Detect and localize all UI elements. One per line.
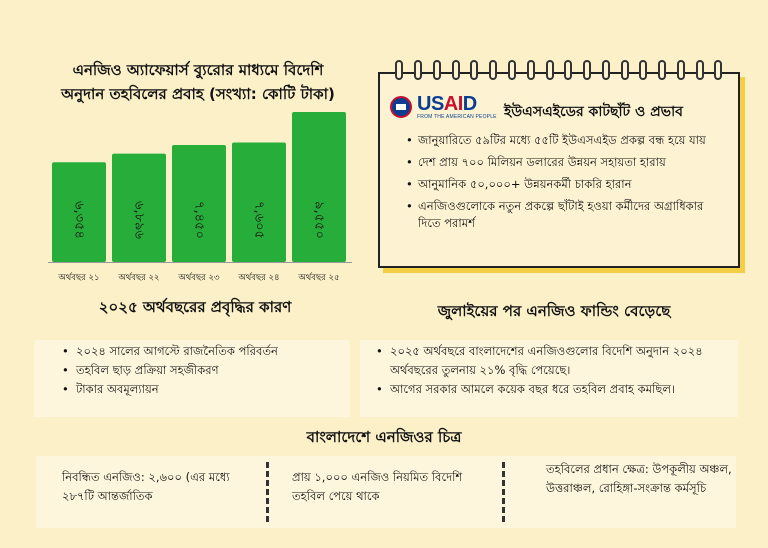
reasons-box: ২০২৪ সালের আগস্টে রাজনৈতিক পরিবর্তন তহবি… xyxy=(34,340,350,417)
bd-fact-focus-areas: তহবিলের প্রধান ক্ষেত্র: উপকূলীয় অঞ্চল, … xyxy=(546,462,732,495)
bar-2 xyxy=(112,153,166,262)
bar-5 xyxy=(292,112,346,262)
bar-value-label: ৬,৩৫৪ xyxy=(72,201,87,239)
chart-title-line2: অনুদান তহবিলের প্রবাহ (সংখ্যা: কোটি টাকা… xyxy=(61,85,335,103)
bd-fact-regular-funding: প্রায় ১,০০০ এনজিও নিয়মিত বিদেশি তহবিল … xyxy=(292,470,463,503)
usaid-logo-sub: FROM THE AMERICAN PEOPLE xyxy=(417,114,497,120)
usaid-logo: USAID FROM THE AMERICAN PEOPLE xyxy=(390,94,497,120)
x-tick-label: অর্থবছর ২২ xyxy=(117,272,160,283)
list-item: আনুমানিক ৫০,০০০+ উন্নয়নকর্মী চাকরি হারা… xyxy=(406,176,726,193)
bar-value-label: ৭,৪৫০ xyxy=(192,201,207,239)
x-tick-label: অর্থবছর ২৫ xyxy=(297,272,339,283)
bar-3 xyxy=(172,144,226,262)
list-item: আগের সরকার আমলে কয়েক বছর ধরে তহবিল প্রব… xyxy=(376,380,738,399)
x-tick-label: অর্থবছর ২৩ xyxy=(177,272,220,283)
bar-value-label: ৬,৮৯৬ xyxy=(132,201,147,239)
x-tick-label: অর্থবছর ২১ xyxy=(57,272,99,283)
bar-value-label: ৭,৬০৫ xyxy=(252,201,267,239)
usaid-title: ইউএসএইডের কাটছাঁট ও প্রভাব xyxy=(504,104,683,120)
funding-box: ২০২৫ অর্থবছরে বাংলাদেশের এনজিওগুলোর বিদে… xyxy=(360,340,738,417)
list-item: এনজিওগুলোকে নতুন প্রকল্পে ছাঁটাই হওয়া ক… xyxy=(406,198,726,232)
bar-value-label: ৯,৫৫০ xyxy=(312,201,327,239)
usaid-logo-word: USAID xyxy=(417,93,477,115)
divider xyxy=(266,462,269,522)
list-item: জানুয়ারিতে ৫৯টির মধ্যে ৫৫টি ইউএসএইড প্র… xyxy=(406,132,726,149)
bd-facts-box: নিবন্ধিত এনজিও: ২,৬০০ (এর মধ্যে ২৮৭টি আন… xyxy=(36,456,736,528)
divider xyxy=(502,462,505,522)
usaid-list: জানুয়ারিতে ৫৯টির মধ্যে ৫৫টি ইউএসএইড প্র… xyxy=(406,132,726,237)
chart-title-line1: এনজিও অ্যাফেয়ার্স ব্যুরোর মাধ্যমে বিদেশ… xyxy=(72,61,324,79)
usaid-seal-icon xyxy=(390,96,412,118)
notepad-rings xyxy=(380,60,738,84)
bar-chart: ৬,৩৫৪ অর্থবছর ২১ ৬,৮৯৬ অর্থবছর ২২ ৭,৪৫০ অর্থব… xyxy=(48,112,352,283)
chart-title: এনজিও অ্যাফেয়ার্স ব্যুরোর মাধ্যমে বিদেশ… xyxy=(28,58,368,106)
x-tick-label: অর্থবছর ২৪ xyxy=(237,272,279,283)
bd-fact-registered: নিবন্ধিত এনজিও: ২,৬০০ (এর মধ্যে ২৮৭টি আন… xyxy=(62,470,230,503)
bar-4 xyxy=(232,142,286,262)
list-item: টাকার অবমূল্যায়ন xyxy=(62,380,350,399)
list-item: তহবিল ছাড় প্রক্রিয়া সহজীকরণ xyxy=(62,361,350,380)
list-item: ২০২৫ অর্থবছরে বাংলাদেশের এনজিওগুলোর বিদে… xyxy=(376,342,738,380)
list-item: ২০২৪ সালের আগস্টে রাজনৈতিক পরিবর্তন xyxy=(62,342,350,361)
reasons-title: ২০২৫ অর্থবছরের প্রবৃদ্ধির কারণ xyxy=(98,298,292,316)
usaid-card: USAID FROM THE AMERICAN PEOPLE ইউএসএইডের… xyxy=(378,60,740,268)
bd-title: বাংলাদেশে এনজিওর চিত্র xyxy=(306,428,462,446)
list-item: দেশ প্রায় ৭০০ মিলিয়ন ডলারের উন্নয়ন সহ… xyxy=(406,154,726,171)
bar-1 xyxy=(52,162,106,262)
funding-title: জুলাইয়ের পর এনজিও ফান্ডিং বেড়েছে xyxy=(437,302,671,320)
